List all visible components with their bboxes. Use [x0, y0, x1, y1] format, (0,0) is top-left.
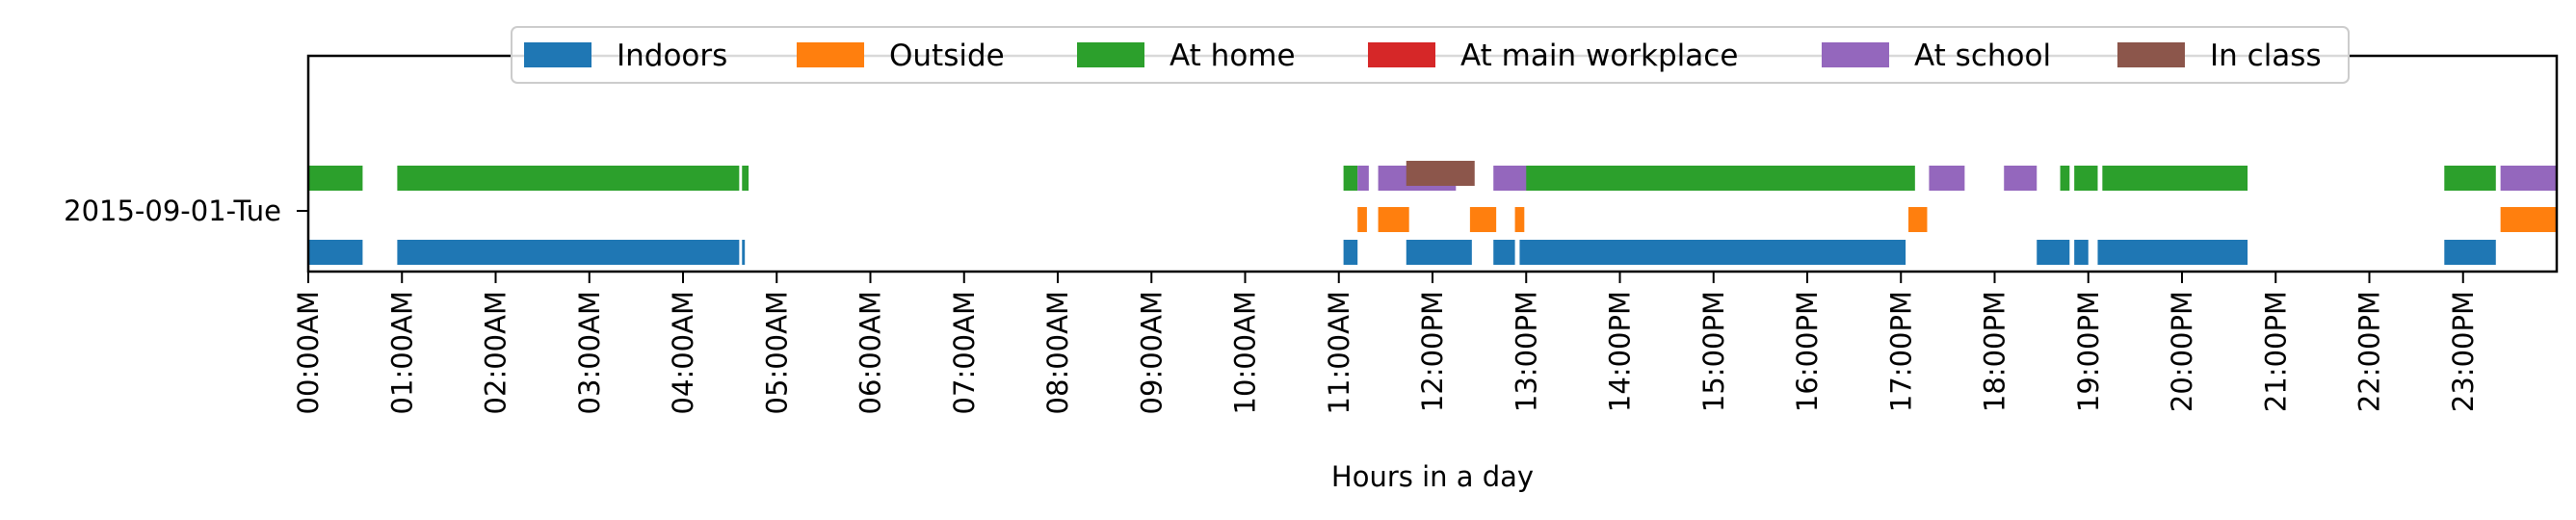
bar-indoors: [742, 240, 746, 265]
x-tick-label: 14:00PM: [1604, 291, 1637, 412]
x-tick-label: 18:00PM: [1979, 291, 2011, 412]
x-tick-label: 01:00AM: [385, 291, 418, 414]
bar-outside: [1378, 207, 1409, 232]
bar-at-home: [2444, 166, 2496, 191]
x-tick-label: 22:00PM: [2353, 291, 2386, 412]
x-tick-label: 04:00AM: [667, 291, 699, 414]
bar-at-school: [2500, 166, 2557, 191]
x-axis-label: Hours in a day: [1331, 460, 1534, 493]
legend-swatch-in-class: [2117, 42, 2185, 67]
legend-label: At school: [1914, 39, 2051, 73]
x-tick-label: 08:00AM: [1041, 291, 1074, 414]
bars-layer: [308, 161, 2557, 265]
x-tick-label: 13:00PM: [1510, 291, 1542, 412]
bar-in-class: [1406, 161, 1475, 186]
bar-outside: [1514, 207, 1525, 232]
x-tick-label: 10:00AM: [1229, 291, 1262, 414]
x-tick-label: 21:00PM: [2259, 291, 2292, 412]
bar-at-home: [2060, 166, 2070, 191]
x-tick-label: 00:00AM: [292, 291, 325, 414]
x-tick-label: 02:00AM: [480, 291, 513, 414]
x-tick-label: 05:00AM: [760, 291, 793, 414]
x-axis: 00:00AM 01:00AM 02:00AM 03:00AM 04:00AM 05:00…: [292, 272, 2480, 414]
x-tick-label: 03:00AM: [573, 291, 606, 414]
bar-indoors: [308, 240, 363, 265]
x-tick-label: 12:00PM: [1416, 291, 1449, 412]
bar-at-school: [1493, 166, 1527, 191]
legend: Indoors Outside At home At main workplace At…: [511, 26, 2350, 84]
bar-at-home: [2074, 166, 2098, 191]
x-tick-label: 19:00PM: [2072, 291, 2105, 412]
bar-at-home: [742, 166, 749, 191]
bar-outside: [1908, 207, 1928, 232]
legend-label: At home: [1170, 39, 1296, 73]
legend-label: Outside: [889, 39, 1005, 73]
bar-at-home: [1343, 166, 1358, 191]
bar-outside: [1469, 207, 1497, 232]
bar-indoors: [1493, 240, 1515, 265]
legend-swatch-indoors: [524, 42, 591, 67]
bar-outside: [1357, 207, 1367, 232]
bar-indoors: [1343, 240, 1358, 265]
legend-swatch-at-school: [1822, 42, 1889, 67]
legend-label: In class: [2210, 39, 2322, 73]
bar-indoors: [2037, 240, 2070, 265]
legend-swatch-at-home: [1077, 42, 1144, 67]
x-tick-label: 15:00PM: [1697, 291, 1730, 412]
legend-label: Indoors: [617, 39, 727, 73]
bar-at-home: [1521, 166, 1915, 191]
bar-at-home: [397, 166, 740, 191]
x-tick-label: 07:00AM: [948, 291, 981, 414]
bar-indoors: [2074, 240, 2089, 265]
x-tick-label: 17:00PM: [1884, 291, 1917, 412]
x-tick-label: 23:00PM: [2447, 291, 2480, 412]
x-tick-label: 20:00PM: [2166, 291, 2198, 412]
bar-at-school: [1929, 166, 1965, 191]
bar-indoors: [1406, 240, 1472, 265]
y-axis: 2015-09-01-Tue: [64, 195, 308, 227]
bar-at-school: [1357, 166, 1369, 191]
legend-swatch-at-main-workplace: [1368, 42, 1435, 67]
x-tick-label: 09:00AM: [1135, 291, 1168, 414]
x-tick-label: 11:00AM: [1323, 291, 1355, 414]
bar-indoors: [1519, 240, 1906, 265]
bar-indoors: [397, 240, 740, 265]
x-tick-label: 16:00PM: [1791, 291, 1824, 412]
legend-swatch-outside: [797, 42, 864, 67]
bar-at-school: [2004, 166, 2037, 191]
x-tick-label: 06:00AM: [854, 291, 887, 414]
bar-outside: [2500, 207, 2557, 232]
bar-at-home: [2102, 166, 2248, 191]
y-tick-label: 2015-09-01-Tue: [64, 195, 281, 227]
bar-indoors: [2097, 240, 2248, 265]
bar-indoors: [2444, 240, 2496, 265]
legend-label: At main workplace: [1460, 39, 1738, 73]
bar-at-home: [308, 166, 363, 191]
